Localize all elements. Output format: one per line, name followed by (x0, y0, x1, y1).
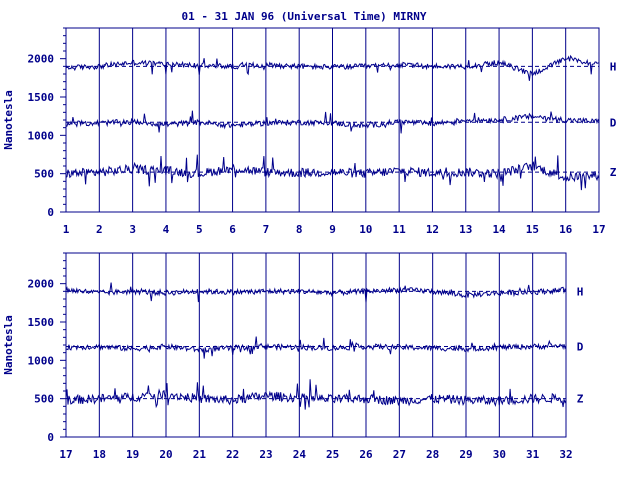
series-d-line (65, 110, 600, 134)
x-tick-label: 11 (393, 223, 407, 236)
x-tick-label: 8 (296, 223, 303, 236)
x-tick-label: 5 (196, 223, 203, 236)
plot-frame (65, 252, 567, 438)
y-tick-label: 1500 (28, 91, 55, 104)
y-tick-label: 2000 (28, 53, 55, 66)
x-tick-label: 16 (559, 223, 573, 236)
x-tick-label: 7 (263, 223, 270, 236)
series-label-h: H (577, 285, 584, 298)
y-tick-label: 1500 (28, 316, 55, 329)
y-tick-label: 0 (47, 206, 54, 219)
x-tick-label: 32 (559, 448, 572, 461)
x-tick-label: 15 (526, 223, 539, 236)
x-tick-label: 19 (126, 448, 139, 461)
series-label-z: Z (610, 166, 617, 179)
x-tick-label: 2 (96, 223, 103, 236)
chart-title: 01 - 31 JAN 96 (Universal Time) MIRNY (181, 10, 426, 23)
y-tick-label: 1000 (28, 129, 55, 142)
y-tick-label: 0 (47, 431, 54, 444)
y-tick-label: 500 (34, 393, 54, 406)
x-tick-label: 30 (493, 448, 506, 461)
x-tick-label: 9 (329, 223, 336, 236)
y-axis-label: Nanotesla (2, 315, 15, 375)
series-z-line (65, 379, 567, 410)
x-tick-label: 29 (459, 448, 472, 461)
x-tick-label: 17 (59, 448, 72, 461)
y-tick-label: 1000 (28, 354, 55, 367)
x-tick-label: 21 (193, 448, 207, 461)
x-tick-label: 22 (226, 448, 239, 461)
chart-panel-1: 1 2 3 4 5 6 7 8 9 10 11 12 13 14 15 16 17050010001500200… (2, 27, 617, 236)
series-h-line (65, 54, 600, 81)
chart-panel-2: 17 18 19 20 21 22 23 24 25 26 27 28 29 30 31 32 0 500 1000… (2, 252, 584, 461)
x-tick-label: 1 (63, 223, 70, 236)
series-label-h: H (610, 60, 617, 73)
x-tick-label: 10 (359, 223, 372, 236)
y-tick-label: 2000 (28, 278, 55, 291)
series-label-d: D (577, 341, 584, 354)
y-tick-label: 500 (34, 168, 54, 181)
x-tick-label: 17 (592, 223, 605, 236)
x-tick-label: 26 (359, 448, 373, 461)
x-tick-label: 28 (426, 448, 439, 461)
y-axis-label: Nanotesla (2, 90, 15, 150)
x-tick-label: 6 (229, 223, 236, 236)
x-tick-label: 4 (163, 223, 170, 236)
x-tick-label: 27 (393, 448, 406, 461)
x-tick-label: 24 (293, 448, 307, 461)
x-tick-label: 14 (492, 223, 506, 236)
series-z-line (65, 154, 600, 191)
x-tick-label: 13 (459, 223, 472, 236)
x-tick-label: 25 (326, 448, 339, 461)
x-tick-label: 12 (426, 223, 439, 236)
series-h-line (65, 282, 567, 303)
series-label-z: Z (577, 393, 584, 406)
x-tick-label: 18 (93, 448, 106, 461)
series-d-line (65, 336, 567, 359)
x-tick-label: 23 (259, 448, 272, 461)
x-tick-label: 20 (159, 448, 172, 461)
x-tick-label: 3 (129, 223, 136, 236)
series-label-d: D (610, 116, 617, 129)
x-tick-label: 31 (526, 448, 540, 461)
